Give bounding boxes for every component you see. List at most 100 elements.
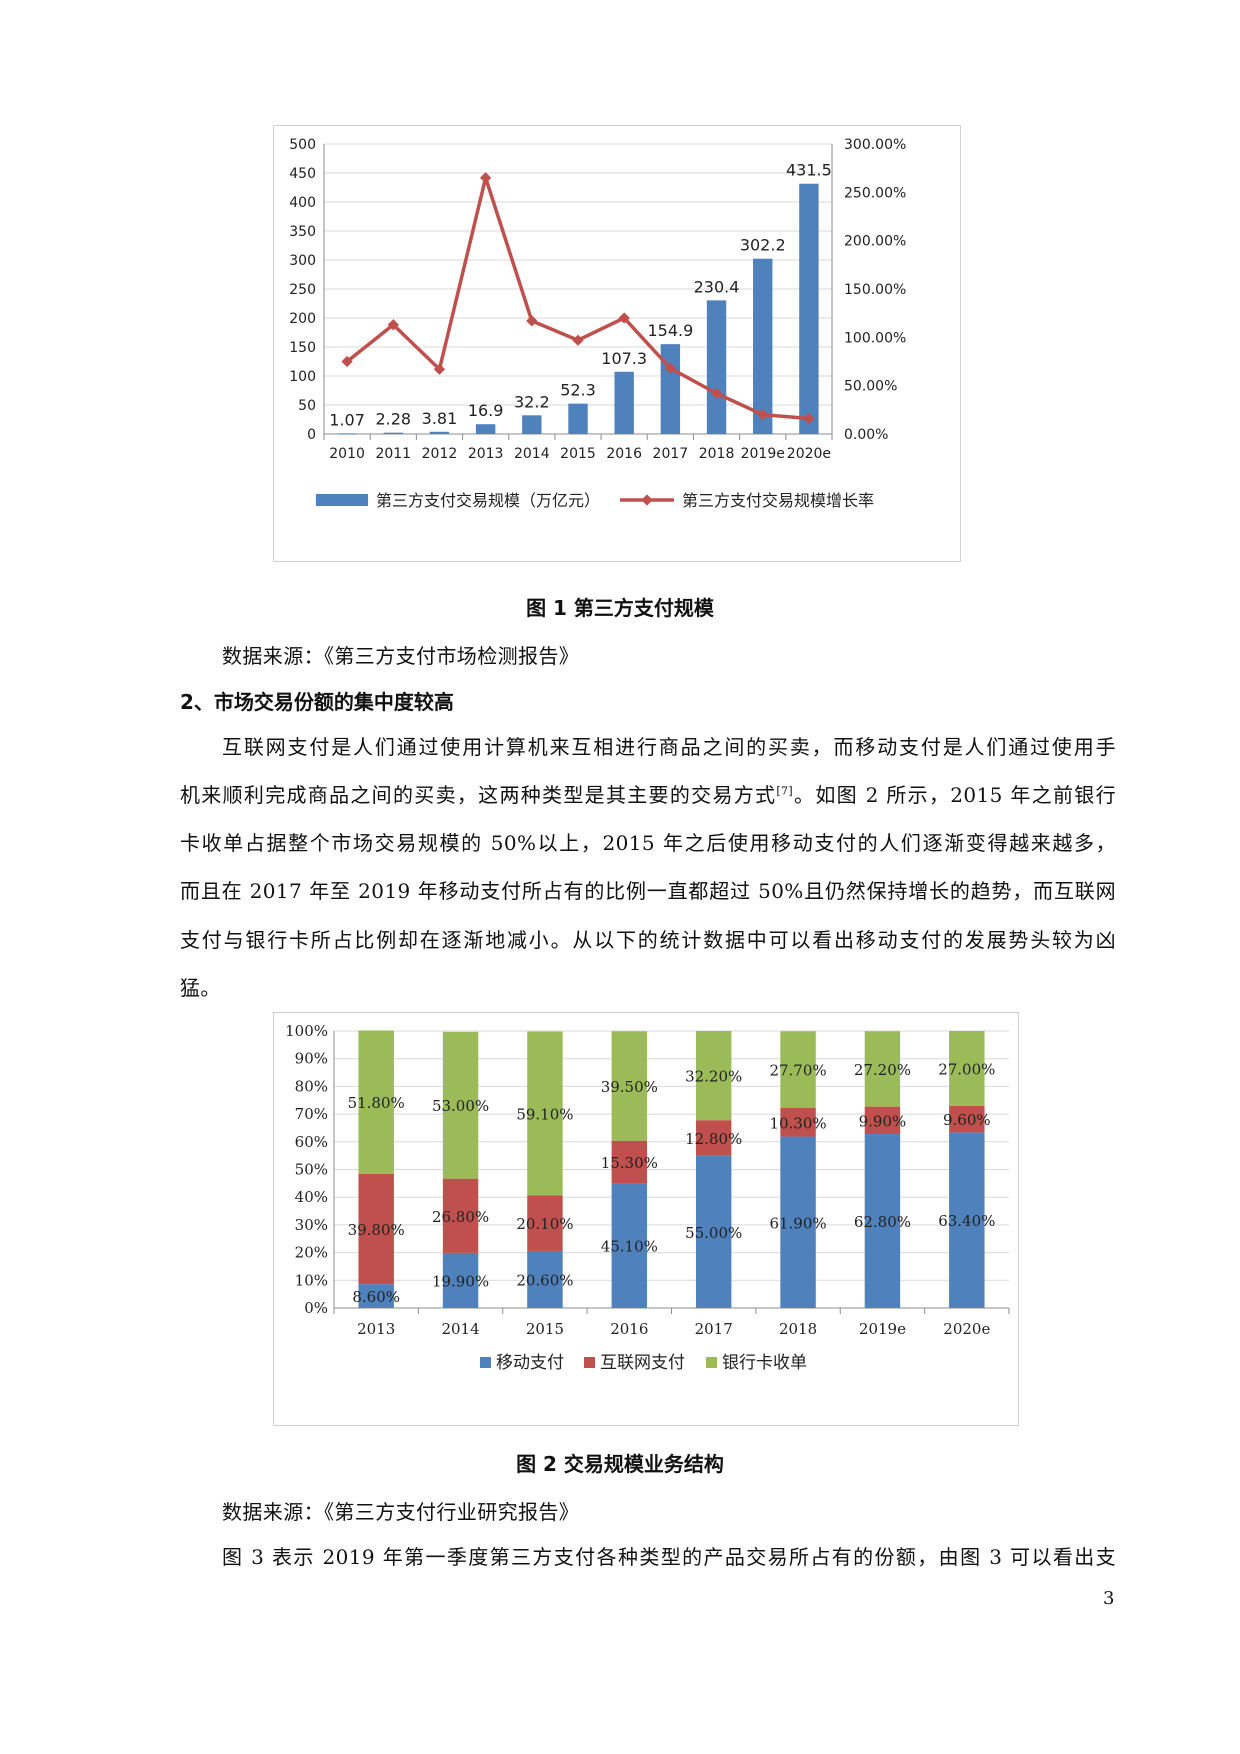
growth-rate-point [803, 412, 815, 425]
bar-value-label: 230.4 [694, 277, 740, 296]
bar-segment-mobile [864, 1134, 901, 1308]
segment-value-label: 39.50% [601, 1078, 658, 1096]
x-tick-label: 2018 [779, 1320, 817, 1338]
segment-value-label: 9.60% [943, 1111, 991, 1129]
legend-label: 银行卡收单 [722, 1353, 807, 1373]
bar-segment-internet [358, 1173, 394, 1285]
bar-value-label: 52.3 [560, 381, 596, 400]
growth-rate-point [479, 172, 492, 184]
bar-segment-internet [611, 1140, 648, 1184]
section-2-heading: 2、市场交易份额的集中度较高 [180, 690, 454, 714]
x-tick-label: 2018 [699, 446, 735, 462]
y-tick-label: 100% [285, 1022, 328, 1040]
y-tick-label: 30% [295, 1216, 328, 1234]
figure-2-chart: 0% 10% 20% 30% 40% 50% 60% 70% 80% 90% 100% 8.60% 39… [273, 1012, 1019, 1426]
x-tick-label: 2017 [695, 1320, 733, 1338]
figure-1-source: 数据来源：《第三方支付市场检测报告》 [222, 644, 580, 668]
y-tick-label: 100 [289, 369, 316, 385]
y-tick-label: 70% [295, 1105, 328, 1123]
legend-swatch [706, 1357, 717, 1368]
bar-segment-bankcard [780, 1031, 816, 1109]
paragraph-tail-line: 图 3 表示 2019 年第一季度第三方支付各种类型的产品交易所占有的份额，由图… [222, 1545, 1116, 1569]
paragraph-line-1: 互联网支付是人们通过使用计算机来互相进行商品之间的买卖，而移动支付是人们通过使用… [222, 735, 1116, 759]
legend-label: 互联网支付 [600, 1353, 685, 1373]
segment-value-label: 26.80% [432, 1208, 489, 1226]
segment-value-label: 20.10% [516, 1215, 573, 1233]
growth-rate-point [526, 315, 538, 327]
figure-2-svg: 0% 10% 20% 30% 40% 50% 60% 70% 80% 90% 100% 8.60% 39… [285, 1022, 1010, 1373]
figure-2-source: 数据来源：《第三方支付行业研究报告》 [222, 1500, 580, 1524]
segment-value-label: 19.90% [432, 1272, 489, 1290]
bar-segment-internet [780, 1108, 816, 1137]
bar-segment-bankcard [864, 1031, 901, 1107]
y-tick-label: 40% [295, 1188, 328, 1206]
y-tick-label: 20% [295, 1244, 328, 1262]
y-tick-label: 80% [295, 1077, 328, 1095]
segment-value-label: 39.80% [348, 1221, 405, 1239]
y-tick-label: 60% [295, 1133, 328, 1151]
y-tick-label: 500 [289, 137, 316, 153]
segment-value-label: 27.20% [854, 1061, 911, 1079]
segment-value-label: 55.00% [685, 1224, 742, 1242]
y-tick-label: 90% [295, 1050, 328, 1068]
bar-transaction-scale [568, 403, 588, 434]
bar-segment-internet [949, 1105, 985, 1133]
segment-value-label: 32.20% [685, 1068, 742, 1086]
segment-value-label: 12.80% [685, 1130, 742, 1148]
segment-value-label: 59.10% [516, 1105, 573, 1123]
y-tick-label: 450 [289, 166, 316, 182]
bar-transaction-scale [383, 432, 403, 434]
segment-value-label: 27.00% [938, 1060, 995, 1078]
legend-marker-growth [641, 494, 653, 506]
segment-value-label: 8.60% [352, 1288, 400, 1306]
segment-value-label: 9.90% [859, 1112, 907, 1130]
bar-value-label: 3.81 [422, 409, 458, 428]
bar-value-label: 107.3 [601, 349, 647, 368]
y-tick-label: 50 [298, 398, 316, 414]
bar-segment-internet [442, 1178, 479, 1253]
paragraph-line-2: 机来顺利完成商品之间的买卖，这两种类型是其主要的交易方式[7]。如图 2 所示，… [180, 779, 1116, 808]
y2-tick-label: 200.00% [844, 234, 906, 250]
bar-transaction-scale [753, 258, 773, 434]
bar-value-label: 2.28 [375, 410, 411, 429]
x-tick-label: 2010 [329, 446, 365, 462]
x-tick-label: 2011 [375, 446, 411, 462]
y-tick-label: 0 [307, 427, 316, 443]
segment-value-label: 62.80% [854, 1213, 911, 1231]
legend-swatch-scale [316, 494, 368, 506]
bar-segment-internet [695, 1120, 732, 1156]
growth-rate-point [433, 363, 446, 375]
figure-1-chart: 0 50 100 150 200 250 300 350 400 450 500 0.00% 50.00… [273, 125, 961, 562]
x-tick-label: 2013 [357, 1320, 395, 1338]
paragraph-line-3: 卡收单占据整个市场交易规模的 50%以上，2015 年之后使用移动支付的人们逐渐… [180, 831, 1116, 855]
bar-value-label: 154.9 [647, 321, 693, 340]
bar-transaction-scale [799, 183, 819, 434]
x-tick-label: 2017 [653, 446, 689, 462]
y2-tick-label: 250.00% [844, 185, 906, 201]
paragraph-line-6: 猛。 [180, 976, 221, 1000]
bar-segment-bankcard [611, 1031, 648, 1141]
page-number: 3 [1103, 1588, 1115, 1609]
legend-swatch [584, 1357, 595, 1368]
segment-value-label: 63.40% [938, 1212, 995, 1230]
citation-ref: [7] [776, 784, 794, 798]
segment-value-label: 10.30% [769, 1114, 826, 1132]
legend-label: 移动支付 [496, 1353, 564, 1373]
legend-label-scale: 第三方支付交易规模（万亿元） [376, 491, 600, 510]
bar-segment-mobile [527, 1250, 563, 1308]
bar-segment-bankcard [695, 1031, 732, 1121]
x-tick-label: 2012 [422, 446, 458, 462]
segment-value-label: 45.10% [601, 1238, 658, 1256]
segment-value-label: 20.60% [516, 1271, 573, 1289]
paragraph-line-2-tail: 。如图 2 所示，2015 年之前银行 [793, 783, 1117, 807]
growth-rate-point [664, 362, 677, 374]
segment-value-label: 51.80% [348, 1094, 405, 1112]
bar-transaction-scale [337, 433, 357, 435]
bar-transaction-scale [522, 415, 542, 434]
y-tick-label: 150 [289, 340, 316, 356]
bar-segment-mobile [780, 1136, 816, 1308]
bar-segment-mobile [949, 1132, 985, 1308]
growth-rate-point [618, 312, 630, 324]
bar-segment-mobile [358, 1284, 394, 1308]
bar-transaction-scale [706, 300, 727, 434]
